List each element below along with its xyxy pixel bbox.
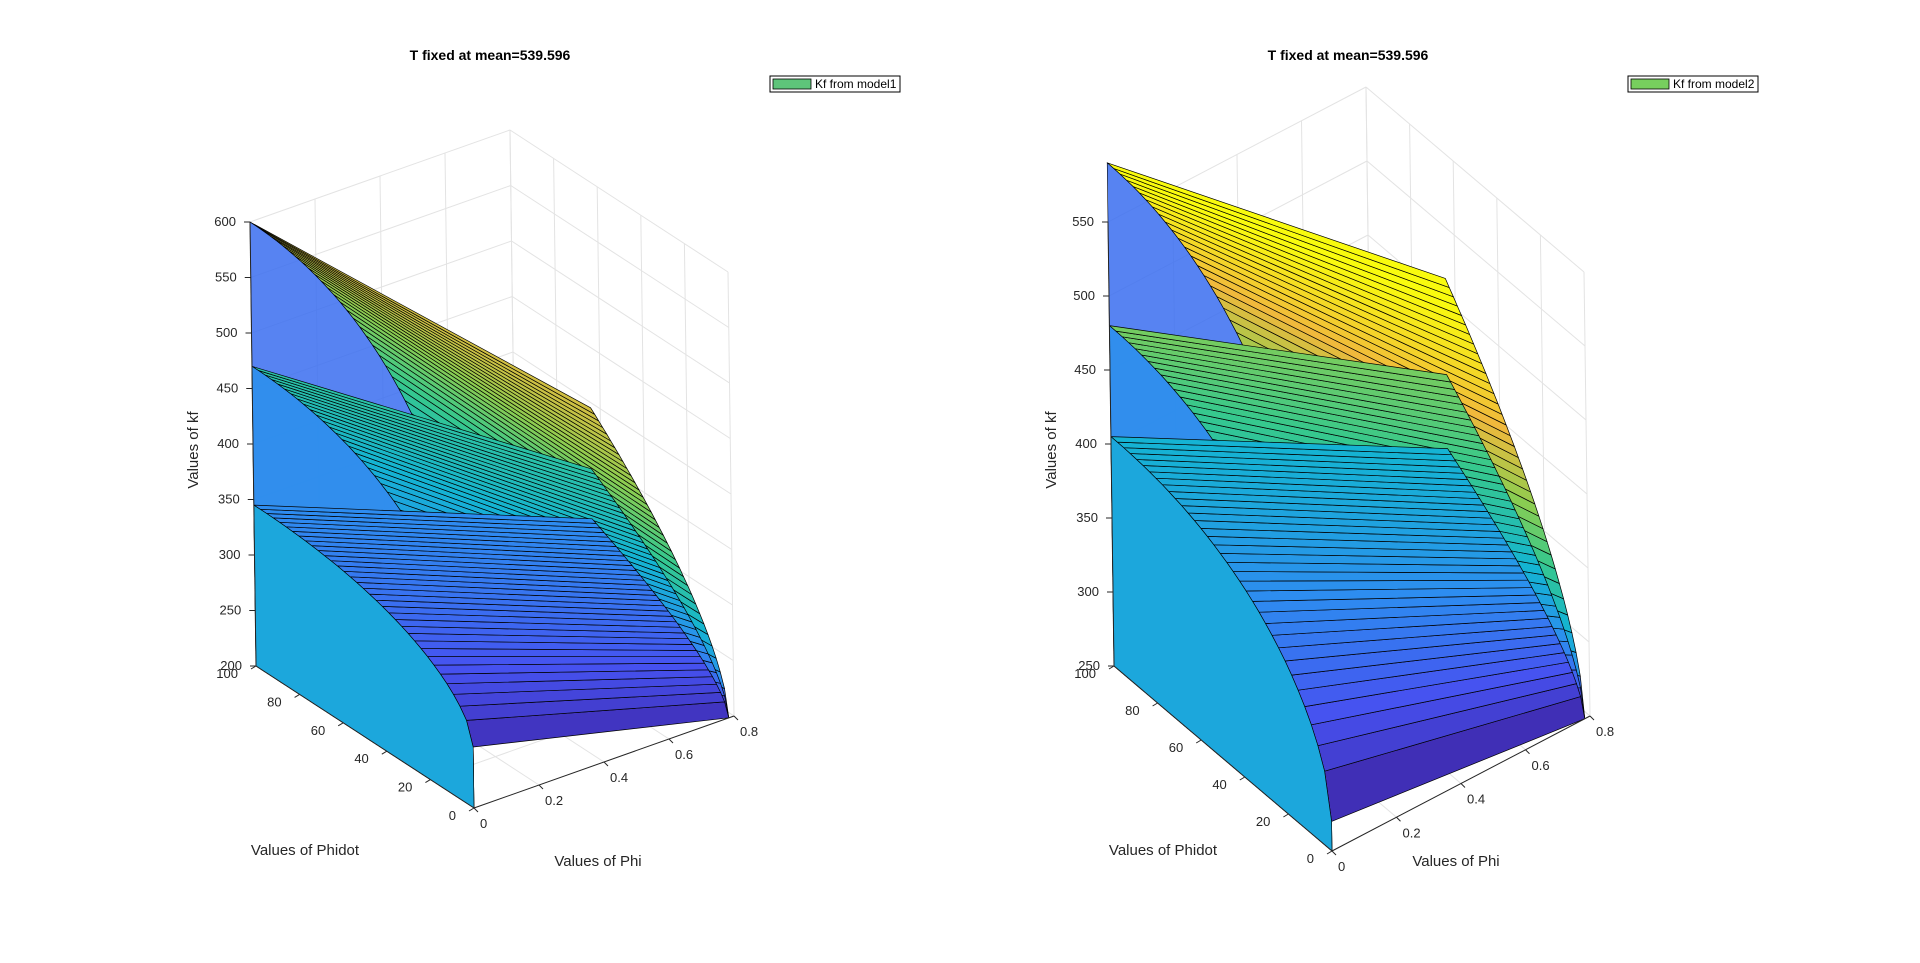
z-tick-label: 250 (1078, 658, 1100, 673)
grid-line (511, 240, 730, 384)
z-tick-label: 200 (220, 658, 242, 673)
y-tick-mark (1152, 702, 1158, 707)
y-axis-line (1113, 665, 1333, 852)
y-tick-label: 40 (354, 751, 368, 766)
z-axis-label-left: Values of kf (185, 411, 202, 489)
x-tick-mark (1525, 749, 1530, 755)
x-tick-label: 0.6 (1532, 758, 1550, 773)
z-tick-label: 500 (1073, 288, 1095, 303)
z-tick-label: 450 (1074, 362, 1096, 377)
y-tick-label: 20 (1256, 814, 1270, 829)
x-tick-label: 0.6 (675, 747, 693, 762)
y-tick-mark (425, 779, 431, 784)
z-tick-label: 600 (214, 214, 236, 229)
y-tick-label: 80 (1125, 703, 1139, 718)
x-tick-label: 0.4 (1467, 792, 1485, 807)
z-tick-label: 400 (217, 436, 239, 451)
legend-right[interactable]: Kf from model2 (1627, 75, 1759, 93)
grid-line (1366, 160, 1586, 347)
x-tick-mark (1589, 715, 1595, 721)
surface-layer-bottom (1110, 435, 1586, 852)
x-tick-label: 0 (480, 816, 487, 831)
z-tick-label: 550 (215, 270, 237, 285)
x-tick-label: 0.2 (545, 793, 563, 808)
z-tick-label: 250 (220, 603, 242, 618)
x-axis-label-left: Values of Phi (554, 853, 641, 870)
grid-line (510, 185, 730, 328)
y-tick-mark (1239, 776, 1246, 781)
grid-line (512, 351, 732, 495)
chart-title-left: T fixed at mean=539.596 (410, 47, 571, 63)
y-tick-mark (1283, 813, 1289, 818)
x-tick-mark (668, 738, 674, 744)
z-tick-label: 550 (1072, 214, 1094, 229)
y-tick-mark (1326, 850, 1333, 855)
x-tick-mark (1396, 816, 1401, 822)
z-tick-label: 350 (1076, 510, 1098, 525)
z-tick-label: 400 (1075, 436, 1097, 451)
grid-line (511, 296, 731, 439)
y-tick-label: 0 (1307, 851, 1314, 866)
x-tick-mark (1331, 850, 1337, 856)
x-axis-label-right: Values of Phi (1412, 853, 1499, 870)
x-tick-mark (733, 715, 739, 721)
surface-left (249, 221, 730, 809)
legend-label-left: Kf from model1 (815, 77, 897, 91)
y-tick-mark (468, 807, 475, 812)
y-tick-label: 60 (1169, 740, 1183, 755)
y-tick-label: 80 (267, 694, 281, 709)
z-tick-label: 450 (217, 381, 239, 396)
y-tick-label: 100 (216, 666, 238, 681)
x-tick-label: 0.2 (1403, 825, 1421, 840)
z-tick-label: 300 (1077, 584, 1099, 599)
legend-left[interactable]: Kf from model1 (769, 75, 901, 93)
x-tick-mark (1460, 783, 1466, 788)
x-tick-mark (538, 784, 544, 790)
surface-right (1106, 162, 1586, 852)
y-tick-mark (1195, 739, 1202, 744)
grid-line (1583, 271, 1591, 717)
x-tick-label: 0 (1338, 859, 1345, 874)
y-axis-label-left: Values of Phidot (251, 842, 360, 859)
y-tick-label: 40 (1212, 777, 1226, 792)
z-tick-label: 500 (216, 325, 238, 340)
y-tick-label: 100 (1074, 666, 1096, 681)
z-tick-label: 300 (219, 547, 241, 562)
y-tick-mark (337, 722, 344, 727)
legend-swatch-right (1630, 78, 1670, 90)
x-tick-mark (473, 807, 479, 813)
y-tick-label: 20 (398, 780, 412, 795)
x-tick-label: 0.8 (740, 724, 758, 739)
z-tick-label: 350 (218, 492, 240, 507)
x-tick-label: 0.8 (1596, 724, 1614, 739)
legend-swatch-left (772, 78, 812, 90)
x-tick-mark (603, 761, 609, 767)
y-tick-mark (294, 693, 300, 698)
grid-line (509, 129, 729, 273)
y-axis-label-right: Values of Phidot (1109, 842, 1218, 859)
grid-line (1365, 86, 1585, 273)
y-tick-mark (381, 750, 388, 755)
z-axis-label-right: Values of kf (1043, 411, 1060, 489)
x-tick-label: 0.4 (610, 770, 628, 785)
y-tick-label: 60 (311, 723, 325, 738)
legend-label-right: Kf from model2 (1673, 77, 1755, 91)
y-tick-label: 0 (449, 808, 456, 823)
chart-title-right: T fixed at mean=539.596 (1268, 47, 1429, 63)
y-axis-line (255, 665, 475, 809)
grid-line (727, 271, 735, 717)
